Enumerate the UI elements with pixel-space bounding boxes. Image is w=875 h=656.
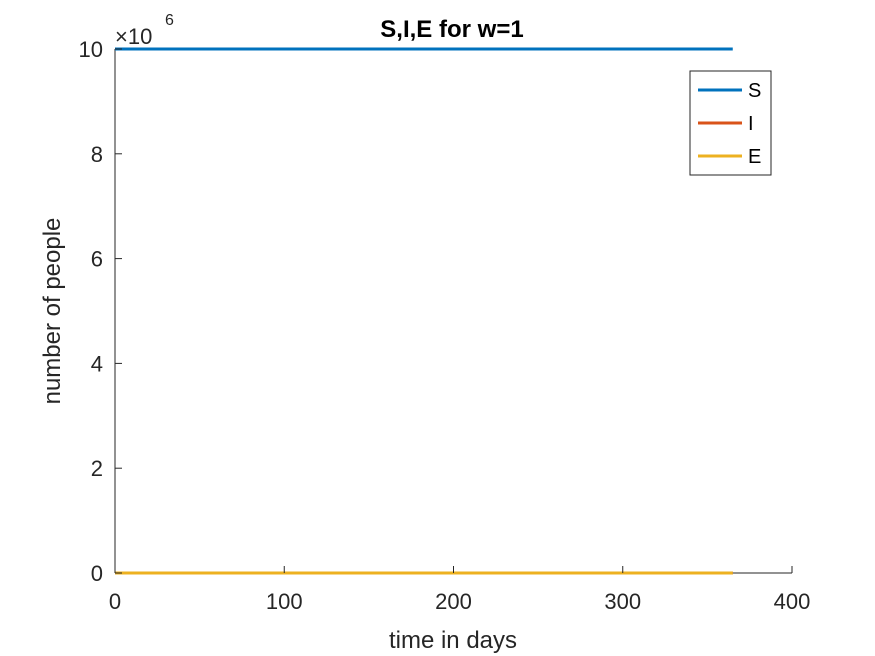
y-exponent-base: ×10 (115, 24, 152, 49)
y-axis-label: number of people (39, 218, 66, 405)
x-tick-label: 400 (774, 589, 811, 614)
y-tick-label: 2 (91, 456, 103, 481)
chart-title: S,I,E for w=1 (380, 16, 523, 43)
y-exponent: ×10 6 (115, 12, 174, 49)
x-tick-label: 0 (109, 589, 121, 614)
legend: SIE (689, 70, 772, 176)
y-tick-label: 4 (91, 351, 103, 376)
legend-label-i: I (748, 113, 754, 135)
y-tick-label: 10 (79, 37, 103, 62)
x-tick-label: 200 (435, 589, 472, 614)
series-layer (115, 47, 733, 575)
legend-label-e: E (748, 146, 761, 168)
y-tick-label: 0 (91, 561, 103, 586)
y-tick-label: 8 (91, 142, 103, 167)
y-exponent-power: 6 (165, 12, 174, 29)
legend-label-s: S (748, 80, 761, 102)
x-tick-label: 300 (604, 589, 641, 614)
x-tick-label: 100 (266, 589, 303, 614)
x-axis-label: time in days (389, 627, 517, 654)
ticks-layer: 0 100 200 300 400 0 2 4 6 8 10 (79, 37, 811, 614)
y-tick-label: 6 (91, 247, 103, 272)
